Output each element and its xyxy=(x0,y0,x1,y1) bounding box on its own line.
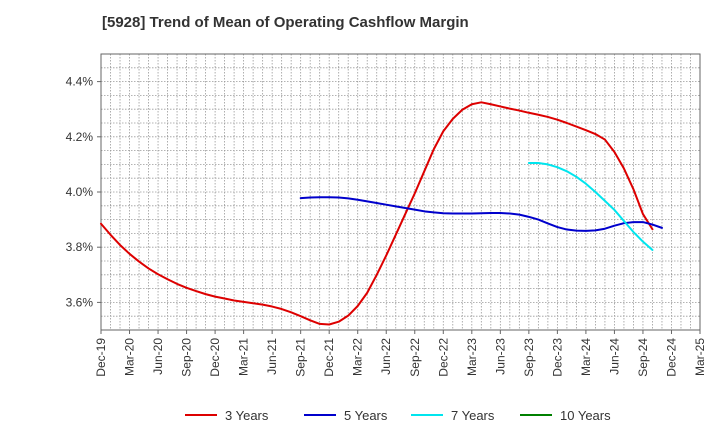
legend: 3 Years 5 Years 7 Years 10 Years xyxy=(185,408,611,423)
x-tick-label: Mar-25 xyxy=(693,338,707,376)
x-tick-label: Sep-20 xyxy=(180,338,194,377)
x-tick-label: Sep-23 xyxy=(522,338,536,377)
x-tick-label: Dec-19 xyxy=(94,338,108,377)
x-tick-label: Mar-20 xyxy=(123,338,137,376)
chart-title: [5928] Trend of Mean of Operating Cashfl… xyxy=(102,14,469,31)
x-tick-label: Jun-21 xyxy=(265,338,279,375)
axes: 3.6% 3.8% 4.0% 4.2% 4.4% Dec-19 Mar-20 Jun-20 Se… xyxy=(66,53,707,377)
series-line xyxy=(299,196,663,232)
series-line xyxy=(100,101,654,326)
x-tick-label: Sep-22 xyxy=(408,338,422,377)
x-tick-label: Jun-23 xyxy=(493,338,507,375)
x-tick-label: Jun-24 xyxy=(607,338,621,375)
legend-label: 10 Years xyxy=(560,408,611,423)
series-lines xyxy=(100,101,663,326)
x-tick-label: Dec-23 xyxy=(550,338,564,377)
y-tick-label: 4.2% xyxy=(66,130,94,144)
x-tick-label: Dec-20 xyxy=(208,338,222,377)
grid-lines xyxy=(100,53,701,331)
x-tick-label: Dec-21 xyxy=(322,338,336,377)
y-tick-label: 4.0% xyxy=(66,185,94,199)
x-tick-label: Dec-24 xyxy=(664,338,678,377)
x-tick-label: Sep-24 xyxy=(636,338,650,377)
legend-label: 5 Years xyxy=(344,408,388,423)
x-tick-label: Mar-23 xyxy=(465,338,479,376)
x-tick-label: Mar-21 xyxy=(237,338,251,376)
x-tick-label: Jun-22 xyxy=(379,338,393,375)
x-tick-label: Jun-20 xyxy=(151,338,165,375)
x-tick-label: Mar-24 xyxy=(579,338,593,376)
x-tick-label: Dec-22 xyxy=(436,338,450,377)
legend-label: 3 Years xyxy=(225,408,269,423)
legend-label: 7 Years xyxy=(451,408,495,423)
x-tick-label: Sep-21 xyxy=(294,338,308,377)
y-tick-label: 4.4% xyxy=(66,75,94,89)
x-tick-label: Mar-22 xyxy=(351,338,365,376)
series-line xyxy=(527,162,654,251)
y-tick-label: 3.6% xyxy=(66,295,94,309)
y-tick-label: 3.8% xyxy=(66,240,94,254)
